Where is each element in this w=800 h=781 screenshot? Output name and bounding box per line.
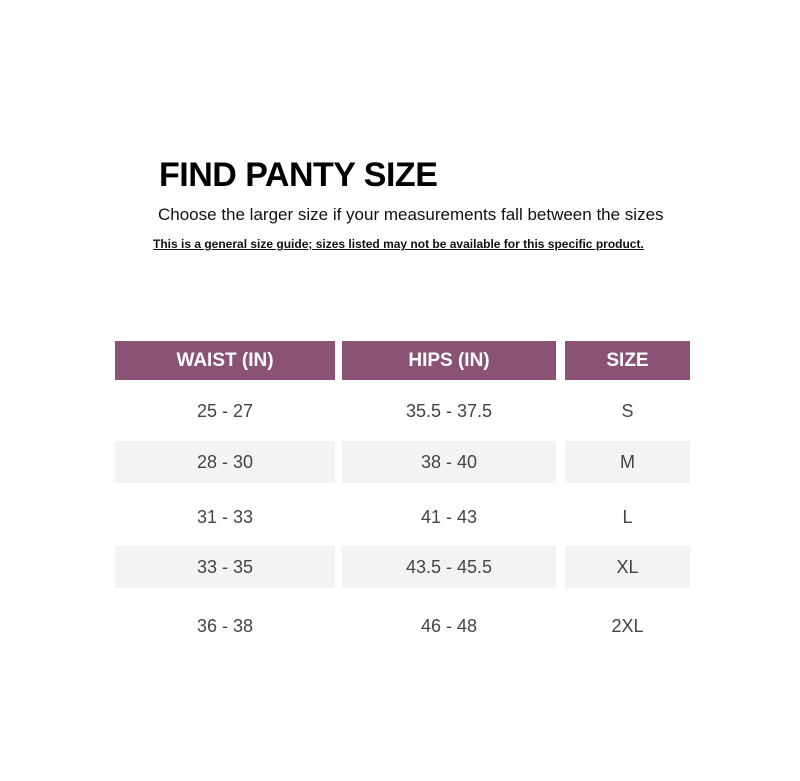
column-header: WAIST (IN): [115, 341, 335, 380]
table-cell: S: [621, 400, 634, 421]
page-title: FIND PANTY SIZE: [159, 156, 438, 194]
column-header: SIZE: [565, 341, 690, 380]
column-header: HIPS (IN): [342, 341, 556, 380]
table-cell: M: [565, 441, 690, 483]
disclaimer-note: This is a general size guide; sizes list…: [153, 237, 644, 251]
table-cell: XL: [565, 546, 690, 588]
table-cell: 25 - 27: [196, 400, 254, 421]
table-cell: 46 - 48: [420, 615, 478, 636]
table-cell: 41 - 43: [420, 506, 478, 527]
table-cell: 33 - 35: [115, 546, 335, 588]
table-cell: 38 - 40: [342, 441, 556, 483]
table-cell: 43.5 - 45.5: [342, 546, 556, 588]
subtitle: Choose the larger size if your measureme…: [158, 205, 664, 224]
table-cell: L: [622, 506, 633, 527]
table-cell: 36 - 38: [196, 615, 254, 636]
table-cell: 35.5 - 37.5: [405, 400, 493, 421]
table-cell: 31 - 33: [196, 506, 254, 527]
table-cell: 2XL: [611, 615, 644, 636]
table-cell: 28 - 30: [115, 441, 335, 483]
